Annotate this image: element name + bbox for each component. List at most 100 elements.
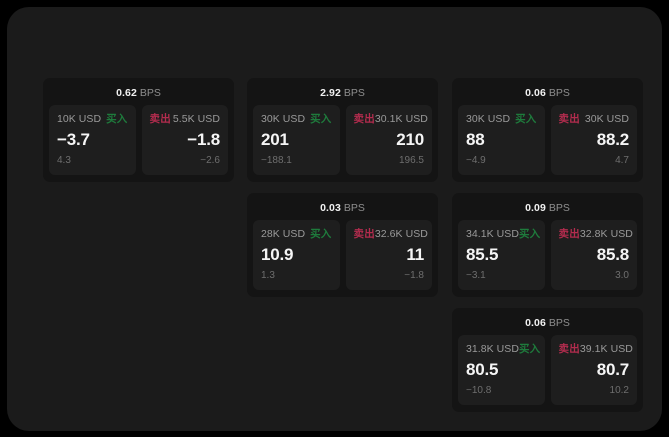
sell-price: 88.2 <box>596 130 629 149</box>
board-column-1: 0.62 BPS 10K USD 买入 −3.7 4.3 卖出 <box>43 78 234 193</box>
buy-size-label: 10K USD <box>57 112 102 125</box>
spread-card[interactable]: 0.62 BPS 10K USD 买入 −3.7 4.3 卖出 <box>43 78 234 182</box>
sell-panel[interactable]: 卖出 32.8K USD 85.8 3.0 <box>550 220 637 290</box>
buy-price: −3.7 <box>57 130 90 149</box>
buy-price: 85.5 <box>466 245 499 264</box>
sell-panel-header: 卖出 30K USD <box>558 112 630 126</box>
bps-unit: BPS <box>343 202 365 214</box>
sell-delta: −2.6 <box>200 155 220 166</box>
buy-price: 88 <box>466 130 485 149</box>
bps-value: 0.03 <box>320 202 341 214</box>
buy-panel-header: 30K USD 买入 <box>261 112 332 126</box>
buy-delta: −10.8 <box>466 385 492 396</box>
spread-card[interactable]: 0.03 BPS 28K USD 买入 10.9 1.3 卖出 <box>247 193 438 297</box>
sell-delta: 196.5 <box>398 155 424 166</box>
card-panels: 31.8K USD 买入 80.5 −10.8 卖出 39.1K USD 80.… <box>458 335 637 405</box>
buy-panel-header: 28K USD 买入 <box>261 227 332 241</box>
buy-delta: 1.3 <box>261 270 275 281</box>
sell-price: 11 <box>406 245 424 264</box>
card-panels: 34.1K USD 买入 85.5 −3.1 卖出 32.8K USD 85.8… <box>458 220 637 290</box>
sell-panel[interactable]: 卖出 30.1K USD 210 196.5 <box>345 105 432 175</box>
sell-side-label: 卖出 <box>149 113 171 125</box>
sell-side-label: 卖出 <box>558 343 580 355</box>
card-panels: 10K USD 买入 −3.7 4.3 卖出 5.5K USD −1.8 −2.… <box>49 105 228 175</box>
bps-unit: BPS <box>548 317 570 329</box>
sell-price: 210 <box>396 130 424 149</box>
buy-panel[interactable]: 28K USD 买入 10.9 1.3 <box>253 220 340 290</box>
sell-panel[interactable]: 卖出 32.6K USD 11 −1.8 <box>345 220 432 290</box>
bps-value: 0.09 <box>525 202 546 214</box>
sell-panel[interactable]: 卖出 5.5K USD −1.8 −2.6 <box>141 105 228 175</box>
spread-card[interactable]: 2.92 BPS 30K USD 买入 201 −188.1 卖出 <box>247 78 438 182</box>
buy-panel[interactable]: 34.1K USD 买入 85.5 −3.1 <box>458 220 545 290</box>
sell-panel-header: 卖出 5.5K USD <box>149 112 221 126</box>
buy-size-label: 34.1K USD <box>466 227 519 240</box>
sell-size-label: 39.1K USD <box>579 342 633 355</box>
sell-panel[interactable]: 卖出 39.1K USD 80.7 10.2 <box>550 335 637 405</box>
sell-panel[interactable]: 卖出 30K USD 88.2 4.7 <box>550 105 637 175</box>
card-header: 0.09 BPS <box>458 200 637 220</box>
sell-side-label: 卖出 <box>558 228 580 240</box>
buy-price: 80.5 <box>466 360 499 379</box>
card-header: 0.06 BPS <box>458 85 637 105</box>
buy-panel[interactable]: 30K USD 买入 201 −188.1 <box>253 105 340 175</box>
sell-panel-header: 卖出 32.8K USD <box>558 227 633 241</box>
buy-delta: −188.1 <box>261 155 292 166</box>
buy-panel[interactable]: 30K USD 买入 88 −4.9 <box>458 105 545 175</box>
card-header: 2.92 BPS <box>253 85 432 105</box>
buy-side-label: 买入 <box>106 113 128 125</box>
spread-card[interactable]: 0.06 BPS 30K USD 买入 88 −4.9 卖出 <box>452 78 643 182</box>
buy-side-label: 买入 <box>518 228 541 240</box>
card-panels: 28K USD 买入 10.9 1.3 卖出 32.6K USD 11 −1.8 <box>253 220 432 290</box>
sell-size-label: 30.1K USD <box>374 112 428 125</box>
card-panels: 30K USD 买入 201 −188.1 卖出 30.1K USD 210 1… <box>253 105 432 175</box>
sell-panel-header: 卖出 32.6K USD <box>353 227 428 241</box>
buy-price: 201 <box>261 130 289 149</box>
buy-size-label: 30K USD <box>466 112 511 125</box>
sell-side-label: 卖出 <box>558 113 580 125</box>
sell-price: 85.8 <box>596 245 629 264</box>
sell-delta: −1.8 <box>404 270 424 281</box>
buy-panel-header: 31.8K USD 买入 <box>466 342 541 356</box>
sell-delta: 10.2 <box>609 385 629 396</box>
buy-size-label: 28K USD <box>261 227 306 240</box>
buy-side-label: 买入 <box>518 343 541 355</box>
bps-value: 0.06 <box>525 317 546 329</box>
buy-panel-header: 30K USD 买入 <box>466 112 537 126</box>
spread-card[interactable]: 0.09 BPS 34.1K USD 买入 85.5 −3.1 卖出 <box>452 193 643 297</box>
buy-price: 10.9 <box>261 245 294 264</box>
sell-price: 80.7 <box>596 360 629 379</box>
bps-unit: BPS <box>548 87 570 99</box>
board-column-3: 0.06 BPS 30K USD 买入 88 −4.9 卖出 <box>452 78 643 423</box>
buy-panel[interactable]: 10K USD 买入 −3.7 4.3 <box>49 105 136 175</box>
sell-side-label: 卖出 <box>353 113 375 125</box>
bps-unit: BPS <box>548 202 570 214</box>
buy-delta: −3.1 <box>466 270 486 281</box>
buy-panel[interactable]: 31.8K USD 买入 80.5 −10.8 <box>458 335 545 405</box>
bps-value: 0.62 <box>116 87 137 99</box>
sell-delta: 4.7 <box>615 155 629 166</box>
buy-panel-header: 34.1K USD 买入 <box>466 227 541 241</box>
bps-value: 2.92 <box>320 87 341 99</box>
buy-side-label: 买入 <box>310 113 332 125</box>
sell-size-label: 32.6K USD <box>374 227 428 240</box>
card-header: 0.03 BPS <box>253 200 432 220</box>
bps-unit: BPS <box>343 87 365 99</box>
card-panels: 30K USD 买入 88 −4.9 卖出 30K USD 88.2 4.7 <box>458 105 637 175</box>
buy-size-label: 31.8K USD <box>466 342 519 355</box>
sell-side-label: 卖出 <box>353 228 375 240</box>
sell-panel-header: 卖出 39.1K USD <box>558 342 633 356</box>
spread-board: 0.62 BPS 10K USD 买入 −3.7 4.3 卖出 <box>36 78 643 412</box>
card-header: 0.06 BPS <box>458 315 637 335</box>
bps-unit: BPS <box>139 87 161 99</box>
spread-card[interactable]: 0.06 BPS 31.8K USD 买入 80.5 −10.8 卖出 <box>452 308 643 412</box>
buy-delta: −4.9 <box>466 155 486 166</box>
sell-size-label: 30K USD <box>584 112 629 125</box>
buy-delta: 4.3 <box>57 155 71 166</box>
sell-size-label: 32.8K USD <box>579 227 633 240</box>
sell-panel-header: 卖出 30.1K USD <box>353 112 428 126</box>
sell-delta: 3.0 <box>615 270 629 281</box>
sell-size-label: 5.5K USD <box>172 112 220 125</box>
buy-side-label: 买入 <box>515 113 537 125</box>
buy-side-label: 买入 <box>310 228 332 240</box>
